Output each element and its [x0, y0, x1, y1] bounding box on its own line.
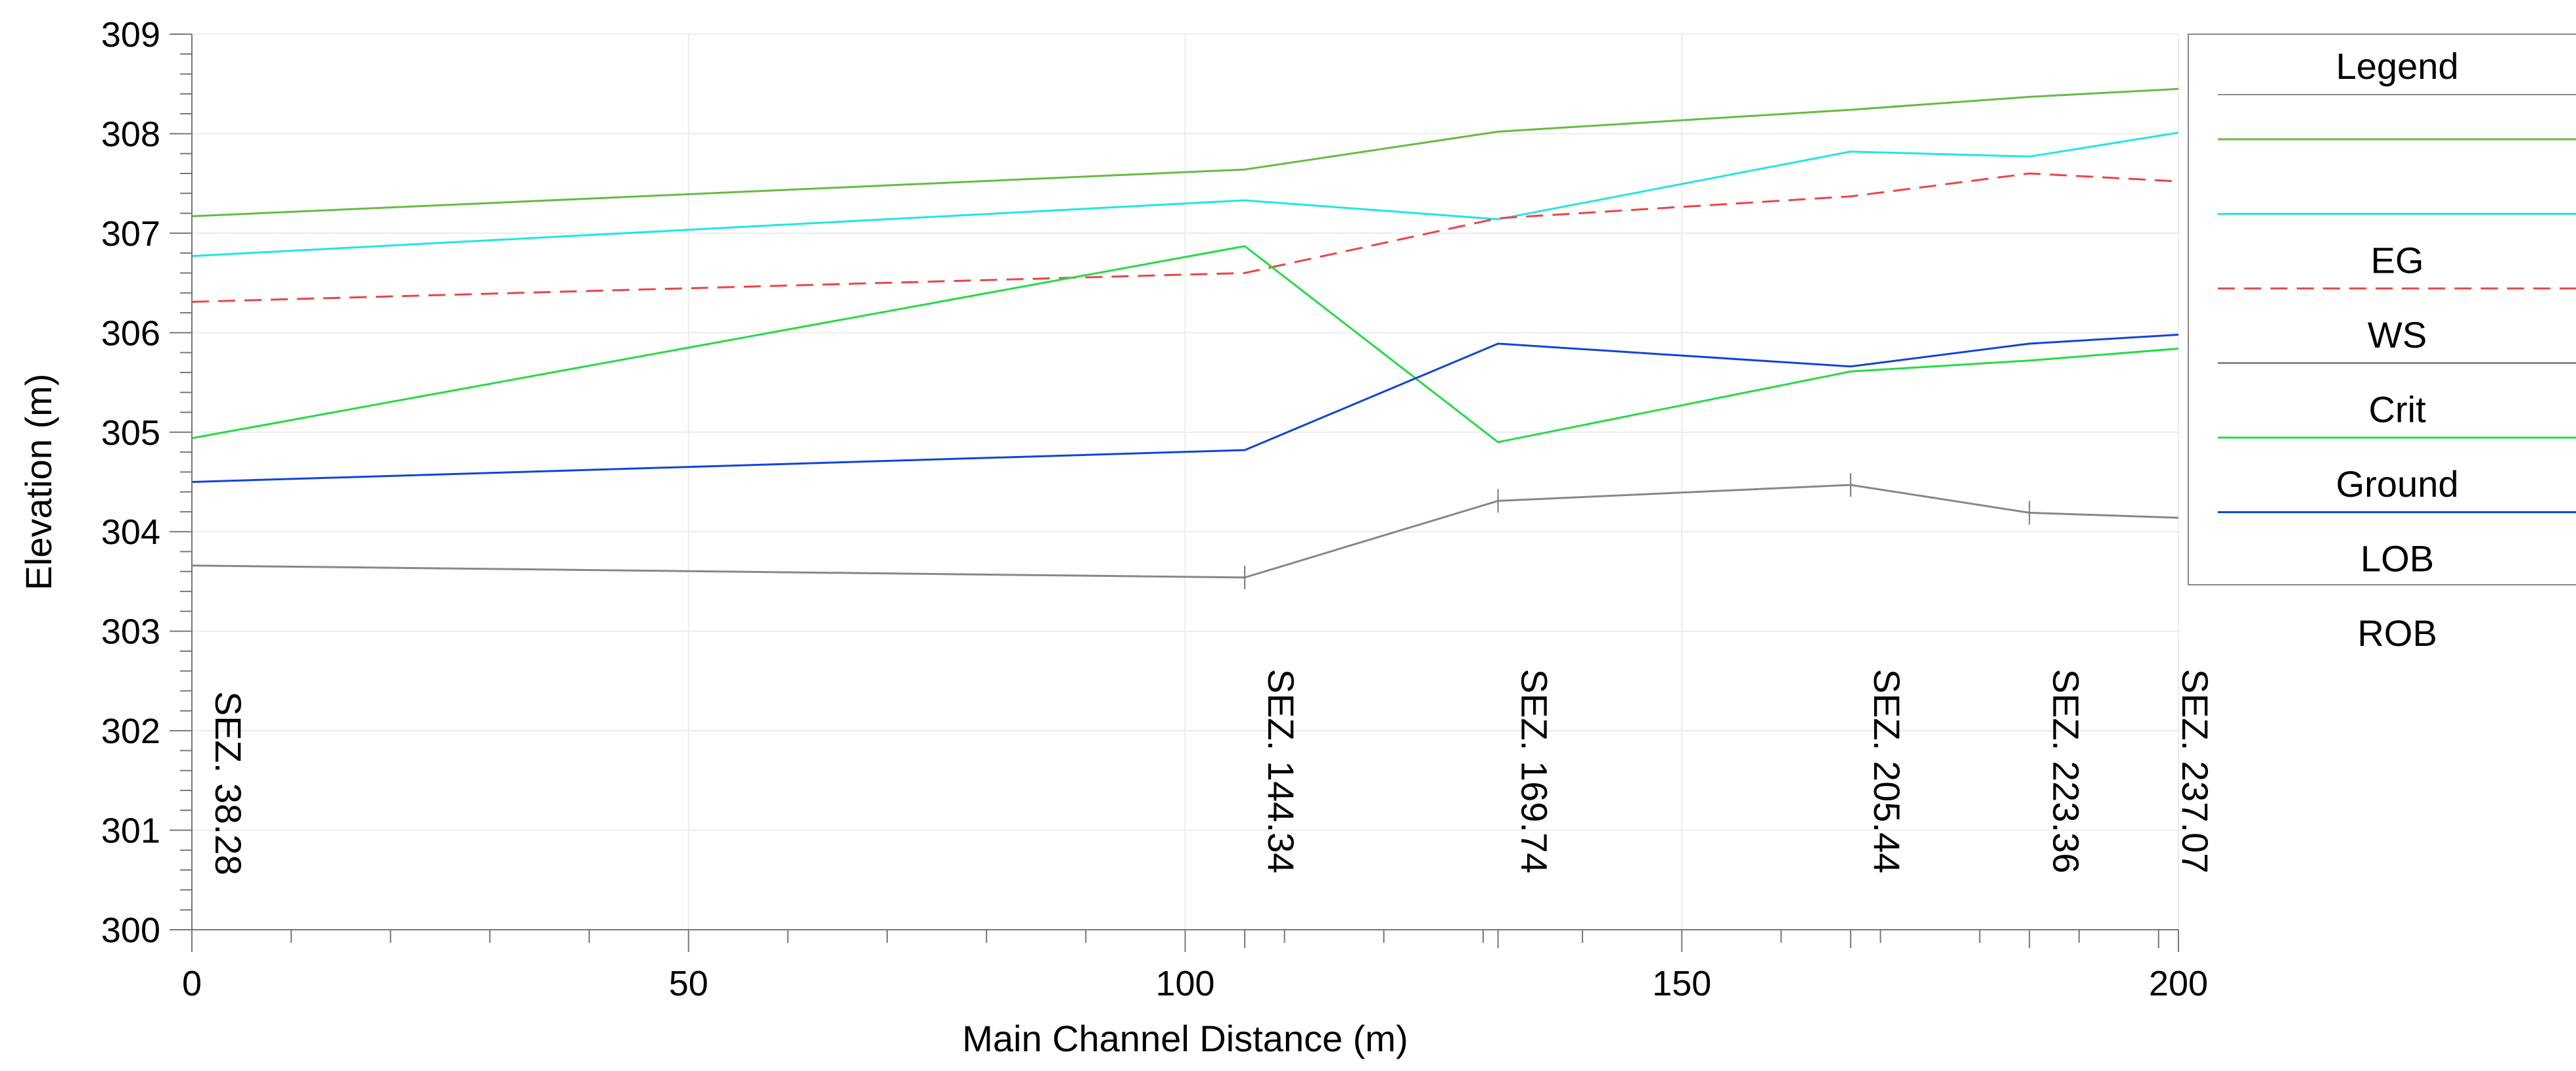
y-tick-label: 308: [101, 114, 160, 154]
x-tick-label: 50: [669, 964, 708, 1003]
x-tick-label: 150: [1652, 964, 1711, 1003]
legend: Legend EG WS Crit Ground LOB ROB: [2188, 34, 2576, 654]
station-labels: SEZ. 38.28 SEZ. 144.34 SEZ. 169.74 SEZ. 205…: [208, 669, 2216, 875]
y-tick-label: 304: [101, 513, 160, 552]
series-line-0: [191, 87, 2179, 217]
station-label: SEZ. 144.34: [1260, 669, 1302, 873]
y-tick-label: 303: [101, 612, 160, 652]
legend-label: Ground: [2336, 463, 2459, 505]
y-tick-label: 306: [101, 313, 160, 353]
legend-label: WS: [2368, 314, 2427, 355]
station-label: SEZ. 205.44: [1866, 669, 1908, 873]
series-layer: [191, 87, 2179, 589]
y-tick-label: 301: [101, 811, 160, 851]
y-tick-label: 309: [101, 15, 160, 55]
legend-title: Legend: [2336, 45, 2459, 87]
y-tick-label: 302: [101, 712, 160, 751]
y-tick-label: 307: [101, 214, 160, 254]
legend-label: EG: [2371, 240, 2424, 281]
series-line-5: [191, 484, 2179, 579]
legend-label: LOB: [2360, 538, 2434, 580]
station-label: SEZ. 223.36: [2045, 669, 2086, 873]
x-tick-label: 200: [2149, 964, 2208, 1003]
x-axis-label: Main Channel Distance (m): [962, 1018, 1408, 1059]
x-tick-label: 0: [182, 964, 202, 1003]
station-label: SEZ. 38.28: [208, 691, 249, 875]
station-label: SEZ. 237.07: [2174, 669, 2216, 873]
legend-label: Crit: [2368, 389, 2426, 430]
series-line-3: [191, 245, 2179, 444]
y-tick-label: 305: [101, 413, 160, 453]
series-line-4: [191, 333, 2179, 483]
legend-label: ROB: [2357, 612, 2437, 654]
legend-items: EG WS Crit Ground LOB ROB: [2218, 94, 2576, 654]
legend-box: [2188, 34, 2576, 585]
axes: 300 301 302 303 304 305 306 307 308 309 0 50 100 150 2…: [101, 15, 2208, 1003]
y-tick-label: 300: [101, 911, 160, 950]
y-axis-label: Elevation (m): [18, 374, 59, 591]
station-label: SEZ. 169.74: [1514, 669, 1555, 873]
x-tick-label: 100: [1155, 964, 1214, 1003]
series-line-1: [191, 131, 2179, 258]
